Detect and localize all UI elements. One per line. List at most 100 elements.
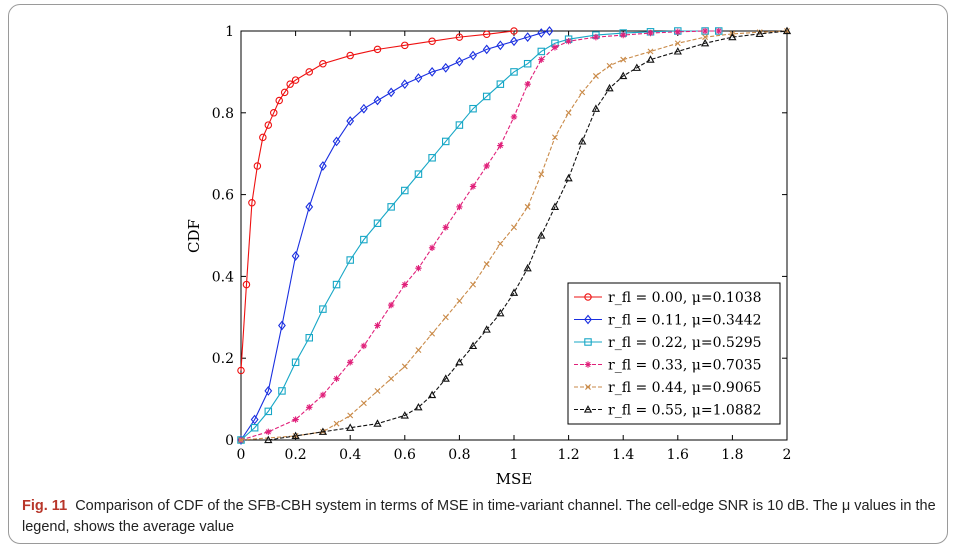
data-point xyxy=(538,56,545,63)
data-point xyxy=(584,338,592,346)
data-point xyxy=(414,402,423,411)
x-tick-label: 0.6 xyxy=(394,447,416,463)
data-point xyxy=(248,199,256,207)
data-point xyxy=(237,366,245,375)
x-tick-label: 0.8 xyxy=(448,447,470,463)
x-tick-label: 1.8 xyxy=(721,447,743,463)
y-tick-label: 0.4 xyxy=(212,269,234,285)
data-point xyxy=(469,104,477,113)
data-point xyxy=(584,361,592,368)
data-point xyxy=(552,134,558,141)
data-point xyxy=(373,95,382,106)
legend-entry: r_fl = 0.22, μ=0.5295 xyxy=(608,335,762,351)
data-point xyxy=(291,358,300,367)
data-point xyxy=(524,80,531,88)
figure-caption-text: Comparison of CDF of the SFB-CBH system … xyxy=(22,498,936,535)
data-point xyxy=(497,240,504,247)
data-point xyxy=(511,224,517,231)
data-point xyxy=(537,231,546,239)
data-point xyxy=(291,251,300,261)
data-point xyxy=(270,109,278,117)
y-axis-label: CDF xyxy=(185,219,203,253)
data-point xyxy=(551,44,559,51)
data-point xyxy=(428,37,436,45)
data-point xyxy=(318,161,327,171)
data-point xyxy=(278,387,286,395)
y-tick-label: 0.8 xyxy=(212,106,234,122)
data-point xyxy=(305,201,314,212)
data-point xyxy=(400,79,409,90)
data-point xyxy=(427,390,437,399)
data-point xyxy=(250,423,259,432)
data-point xyxy=(674,40,681,47)
data-point xyxy=(482,44,491,55)
data-point xyxy=(306,404,313,411)
series-line-0 xyxy=(240,30,515,371)
legend-entry: r_fl = 0.00, μ=0.1038 xyxy=(608,290,762,306)
data-point xyxy=(585,384,591,390)
data-point xyxy=(728,32,737,41)
x-tick-label: 2 xyxy=(783,447,792,463)
data-point xyxy=(483,261,490,268)
data-point xyxy=(702,34,709,41)
data-point xyxy=(579,89,586,96)
data-point xyxy=(388,375,395,382)
data-point xyxy=(280,88,289,97)
data-point xyxy=(387,87,396,98)
data-point xyxy=(578,137,587,145)
data-point xyxy=(286,80,294,88)
data-point xyxy=(333,420,340,427)
x-axis-label: MSE xyxy=(496,470,533,488)
data-point xyxy=(360,235,368,244)
legend-entry: r_fl = 0.44, μ=0.9065 xyxy=(608,380,762,396)
data-point xyxy=(319,391,327,399)
data-point xyxy=(523,59,532,68)
legend-box xyxy=(567,282,781,425)
legend-entry: r_fl = 0.33, μ=0.7035 xyxy=(608,358,762,374)
data-point xyxy=(565,38,572,45)
data-point xyxy=(305,68,313,76)
y-tick-label: 0.6 xyxy=(212,188,234,204)
data-point xyxy=(347,412,354,419)
legend-entry: r_fl = 0.55, μ=1.0882 xyxy=(608,403,762,419)
data-point xyxy=(253,162,262,170)
data-point xyxy=(496,40,505,51)
data-point xyxy=(401,186,409,195)
data-point xyxy=(701,27,709,35)
data-point xyxy=(373,219,382,227)
data-point xyxy=(497,142,504,149)
data-point xyxy=(647,29,654,37)
x-tick-label: 0.2 xyxy=(284,447,306,463)
data-point xyxy=(346,423,355,431)
data-point xyxy=(583,405,593,413)
x-tick-label: 0 xyxy=(237,447,246,463)
data-point xyxy=(264,407,273,416)
data-point xyxy=(469,50,477,61)
data-point xyxy=(455,33,464,41)
x-tick-label: 1.4 xyxy=(612,447,634,463)
data-point xyxy=(414,170,423,178)
data-point xyxy=(250,414,259,425)
data-point xyxy=(605,83,614,92)
data-point xyxy=(496,308,505,317)
data-point xyxy=(673,47,682,55)
data-point xyxy=(429,330,436,337)
y-tick-label: 0.2 xyxy=(212,351,234,367)
data-point xyxy=(401,281,408,288)
legend-entry: r_fl = 0.11, μ=0.3442 xyxy=(608,313,762,329)
data-point xyxy=(482,92,491,101)
data-point xyxy=(374,387,381,394)
data-point xyxy=(332,136,341,147)
data-point xyxy=(483,162,490,170)
data-point xyxy=(346,51,354,60)
data-point xyxy=(387,301,395,309)
data-point xyxy=(700,38,710,47)
data-point xyxy=(523,263,532,272)
data-point xyxy=(238,437,244,443)
data-point xyxy=(278,320,286,331)
data-point xyxy=(606,62,613,69)
data-point xyxy=(360,342,368,350)
data-point xyxy=(755,29,764,37)
data-point xyxy=(496,80,505,88)
